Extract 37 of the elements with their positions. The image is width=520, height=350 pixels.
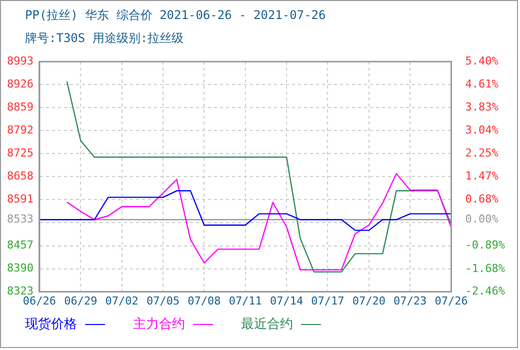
x-tick-label: 07/14 — [270, 294, 304, 308]
legend-label: 最近合约 — [241, 316, 293, 333]
x-tick-label: 07/02 — [105, 294, 138, 308]
y2-tick-label: -1.68% — [465, 262, 506, 275]
y2-tick-label: -0.89% — [465, 238, 506, 252]
x-tick-label: 07/05 — [146, 294, 180, 308]
y-tick-label: 8725 — [6, 146, 34, 160]
x-tick-label: 07/17 — [311, 294, 344, 308]
legend-label: 主力合约 — [133, 316, 185, 333]
x-tick-label: 07/20 — [352, 294, 386, 308]
y2-tick-label: 5.40% — [465, 54, 499, 68]
y-tick-label: 8792 — [6, 124, 34, 137]
y2-tick-label: 0.00% — [465, 212, 499, 226]
y2-tick-label: 0.68% — [465, 192, 499, 206]
y-tick-label: 8390 — [6, 262, 34, 275]
y2-tick-label: 3.04% — [465, 124, 499, 137]
chart-title: PP(拉丝) 华东 综合价 2021-06-26 - 2021-07-26 — [24, 7, 327, 24]
y-tick-label: 8533 — [6, 212, 34, 226]
x-tick-label: 07/23 — [394, 294, 427, 308]
y2-tick-label: -2.46% — [465, 284, 506, 298]
y-tick-label: 8859 — [6, 100, 34, 114]
y2-tick-label: 2.25% — [465, 146, 499, 160]
y-tick-label: 8457 — [6, 238, 34, 252]
y2-tick-label: 3.83% — [465, 100, 499, 114]
y-tick-label: 8993 — [6, 54, 34, 68]
chart-subtitle: 牌号:T30S 用途级别:拉丝级 — [24, 30, 185, 47]
y-tick-label: 8658 — [6, 170, 34, 183]
y2-tick-label: 1.47% — [465, 170, 499, 183]
legend-label: 现货价格 — [25, 316, 77, 333]
x-tick-label: 07/11 — [228, 294, 262, 308]
x-tick-label: 07/26 — [434, 294, 468, 308]
y-tick-label: 8591 — [6, 192, 34, 206]
y-tick-label: 8926 — [6, 77, 34, 90]
x-tick-label: 07/08 — [188, 294, 221, 308]
x-tick-label: 06/29 — [64, 294, 98, 308]
x-tick-label: 06/26 — [22, 294, 56, 308]
y2-tick-label: 4.61% — [465, 78, 499, 91]
